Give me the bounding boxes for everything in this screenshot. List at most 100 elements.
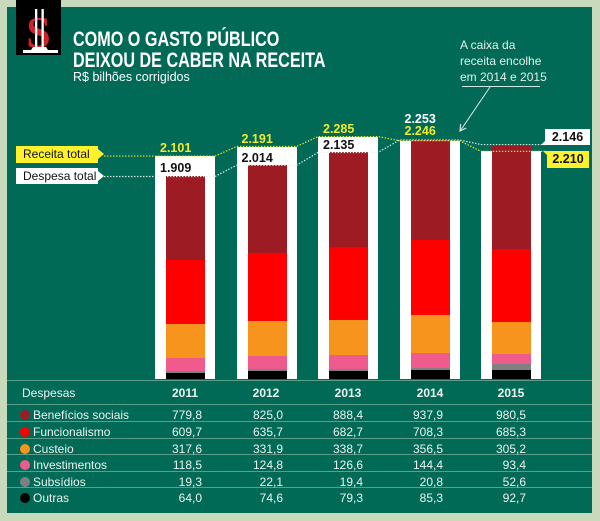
bar-segment-custeio — [410, 314, 450, 353]
bar-segment-outras — [247, 371, 287, 380]
bar-segment-investimentos — [492, 353, 531, 364]
bar-segment-subsidios — [410, 367, 450, 371]
table-cell: 317,6 — [171, 442, 202, 456]
bar-segment-subsidios — [492, 363, 531, 370]
table-cell: 20,8 — [419, 475, 443, 489]
table-row-label: Investimentos — [33, 458, 108, 472]
bar-segment-investimentos — [410, 352, 450, 369]
chart-subtitle: R$ bilhões corrigidos — [73, 70, 190, 84]
despesa-value-label: 2.253 — [404, 111, 436, 126]
legend-dot-icon — [20, 427, 30, 437]
table-cell: 85,3 — [419, 491, 443, 505]
legend-dot-icon — [20, 410, 30, 420]
bar-segment-beneficios-sociais — [247, 165, 287, 254]
bar-segment-funcionalismo — [492, 248, 531, 322]
table-row: Outras 64,0 74,6 79,3 85,3 92,7 — [0, 490, 600, 506]
table-cell: 305,2 — [495, 442, 526, 456]
chart-title: COMO O GASTO PÚBLICO DEIXOU DE CABER NA … — [73, 29, 325, 71]
annotation-line-2: receita encolhe — [460, 54, 542, 68]
table-divider — [7, 454, 592, 455]
bar-segment-funcionalismo — [166, 259, 205, 325]
table-cell: 331,9 — [252, 442, 283, 456]
table-cell: 682,7 — [332, 425, 363, 439]
table-divider — [7, 471, 592, 472]
table-cell: 609,7 — [171, 425, 202, 439]
table-cell: 22,1 — [259, 475, 283, 489]
table-divider — [7, 380, 592, 381]
legend-despesa-label: Despesa total — [23, 169, 97, 183]
table-header-year: 2013 — [334, 386, 362, 400]
bar-segment-funcionalismo — [329, 246, 368, 320]
table-divider — [7, 404, 592, 405]
table-cell: 825,0 — [252, 408, 283, 422]
annotation-line-1: A caixa da — [460, 38, 516, 52]
table-cell: 19,4 — [339, 475, 363, 489]
table-row-label: Funcionalismo — [33, 425, 111, 439]
legend-dot-icon — [20, 477, 30, 487]
bar-segment-subsidios — [329, 368, 368, 371]
annotation-underline — [462, 86, 540, 87]
table-cell: 52,6 — [502, 475, 526, 489]
table-divider — [7, 421, 592, 422]
table-cell: 144,4 — [412, 458, 443, 472]
title-line-1: COMO O GASTO PÚBLICO — [73, 28, 280, 51]
table-row-label: Custeio — [33, 442, 74, 456]
bar-segment-outras — [166, 372, 205, 380]
bar-segment-investimentos — [166, 357, 205, 371]
bar-segment-investimentos — [247, 355, 287, 370]
legend-dot-icon — [20, 493, 30, 503]
bar-segment-outras — [329, 370, 368, 380]
table-row-label: Subsídios — [33, 475, 86, 489]
bar-segment-outras — [410, 369, 450, 380]
bar-segment-custeio — [329, 319, 368, 356]
table-divider — [7, 438, 592, 439]
table-header-year: 2012 — [252, 386, 280, 400]
bar-segment-subsidios — [166, 370, 205, 373]
legend-dot-icon — [20, 460, 30, 470]
table-row-label: Benefícios sociais — [33, 408, 130, 422]
annotation-line-3: em 2014 e 2015 — [460, 70, 547, 84]
bar-segment-beneficios-sociais — [166, 176, 205, 260]
table-header-year: 2015 — [497, 386, 525, 400]
table-cell: 74,6 — [259, 491, 283, 505]
table-header-year: 2011 — [171, 386, 199, 400]
table-cell: 126,6 — [332, 458, 363, 472]
bar-segment-funcionalismo — [247, 252, 287, 321]
table-cell: 118,5 — [172, 458, 202, 472]
receita-value-label: 2.246 — [404, 123, 436, 138]
table-cell: 64,0 — [178, 491, 202, 505]
table-cell: 888,4 — [332, 408, 363, 422]
table-row: Subsídios 19,3 22,1 19,4 20,8 52,6 — [0, 474, 600, 490]
title-line-2: DEIXOU DE CABER NA RECEITA — [73, 49, 326, 72]
bar-segment-custeio — [166, 323, 205, 358]
table-header-year: 2014 — [416, 386, 444, 400]
table-cell: 79,3 — [339, 491, 363, 505]
table-cell: 92,7 — [502, 491, 526, 505]
table-row: Funcionalismo 609,7 635,7 682,7 708,3 685,3 — [0, 424, 600, 440]
table-cell: 708,3 — [412, 425, 443, 439]
table-row: Custeio 317,6 331,9 338,7 356,5 305,2 — [0, 441, 600, 457]
bar-segment-subsidios — [247, 368, 287, 372]
table-cell: 93,4 — [502, 458, 526, 472]
table-cell: 779,8 — [171, 408, 202, 422]
table-cell: 356,5 — [412, 442, 443, 456]
table-row-label: Outras — [33, 491, 70, 505]
table-header-despesas: Despesas — [22, 386, 76, 400]
table-cell: 635,7 — [252, 425, 283, 439]
bar-segment-funcionalismo — [410, 239, 450, 315]
bar-segment-outras — [492, 369, 531, 380]
table-row: Benefícios sociais 779,8 825,0 888,4 937,9 98… — [0, 407, 600, 423]
table-divider — [7, 487, 592, 488]
table-cell: 937,9 — [412, 408, 443, 422]
legend-receita-label: Receita total — [23, 147, 90, 161]
bar-segment-investimentos — [329, 355, 368, 369]
table-header-row: Despesas 2011 2012 2013 2014 2015 — [0, 385, 600, 401]
dollar-sign-logo-icon: S — [16, 0, 61, 57]
despesa-end-label: 2.146 — [541, 128, 590, 145]
table-row: Investimentos 118,5 124,8 126,6 144,4 93,4 — [0, 457, 600, 473]
table-cell: 19,3 — [178, 475, 202, 489]
receita-value-label: 2.285 — [323, 121, 355, 136]
annotation: A caixa da receita encolhe em 2014 e 201… — [460, 37, 547, 85]
bar-segment-custeio — [492, 321, 531, 355]
